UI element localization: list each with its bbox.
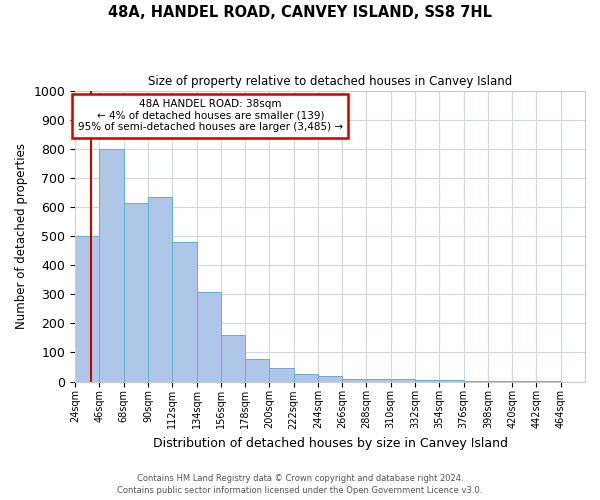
Text: 48A HANDEL ROAD: 38sqm
← 4% of detached houses are smaller (139)
95% of semi-det: 48A HANDEL ROAD: 38sqm ← 4% of detached … bbox=[77, 100, 343, 132]
Bar bbox=[100, 149, 124, 382]
Bar bbox=[269, 368, 293, 382]
Bar bbox=[367, 379, 391, 382]
Bar bbox=[124, 202, 148, 382]
Y-axis label: Number of detached properties: Number of detached properties bbox=[15, 143, 28, 329]
Bar bbox=[415, 380, 439, 382]
Bar bbox=[464, 380, 488, 382]
Title: Size of property relative to detached houses in Canvey Island: Size of property relative to detached ho… bbox=[148, 75, 512, 88]
Bar bbox=[318, 376, 342, 382]
Bar bbox=[197, 292, 221, 382]
Bar bbox=[172, 242, 197, 382]
Bar bbox=[75, 236, 100, 382]
Bar bbox=[221, 335, 245, 382]
Text: 48A, HANDEL ROAD, CANVEY ISLAND, SS8 7HL: 48A, HANDEL ROAD, CANVEY ISLAND, SS8 7HL bbox=[108, 5, 492, 20]
Bar bbox=[245, 360, 269, 382]
X-axis label: Distribution of detached houses by size in Canvey Island: Distribution of detached houses by size … bbox=[152, 437, 508, 450]
Bar bbox=[293, 374, 318, 382]
Bar bbox=[148, 197, 172, 382]
Bar bbox=[439, 380, 464, 382]
Bar bbox=[391, 380, 415, 382]
Bar bbox=[342, 378, 367, 382]
Bar bbox=[488, 381, 512, 382]
Text: Contains HM Land Registry data © Crown copyright and database right 2024.
Contai: Contains HM Land Registry data © Crown c… bbox=[118, 474, 482, 495]
